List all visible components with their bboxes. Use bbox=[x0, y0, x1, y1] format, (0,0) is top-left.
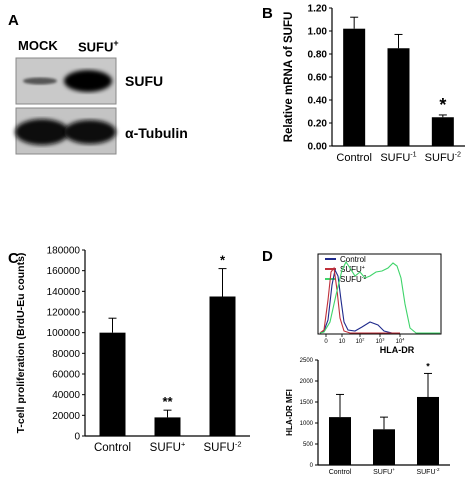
x-tick-label: Control bbox=[329, 469, 352, 476]
x-tick-label: SUFU-2 bbox=[416, 467, 440, 476]
y-tick-label: 1.20 bbox=[308, 4, 328, 15]
x-tick-label: SUFU-2 bbox=[425, 151, 461, 164]
x-tick-label: 102 bbox=[356, 337, 365, 345]
y-tick-label: 0.20 bbox=[308, 119, 328, 130]
x-tick-label: 104 bbox=[396, 337, 406, 345]
y-tick-label: 60000 bbox=[52, 370, 80, 381]
legend-label: SUFU-2 bbox=[340, 275, 367, 284]
bar bbox=[417, 396, 439, 465]
blot-band-sufu-label: SUFU bbox=[125, 73, 164, 89]
bar bbox=[99, 332, 126, 436]
blot-lane-sufu-text: SUFU bbox=[78, 39, 114, 55]
y-tick-label: 2500 bbox=[300, 358, 314, 364]
significance-label: * bbox=[426, 361, 430, 371]
y-tick-label: 120000 bbox=[47, 308, 81, 319]
y-tick-label: 160000 bbox=[47, 266, 81, 277]
x-tick-label: 103 bbox=[376, 337, 385, 345]
significance-label: * bbox=[439, 95, 446, 115]
significance-label: ** bbox=[162, 394, 173, 409]
x-tick-label: SUFU+ bbox=[150, 439, 186, 454]
blot-band-sufu-tubulin bbox=[64, 120, 116, 144]
bar bbox=[431, 117, 454, 146]
y-tick-label: 180000 bbox=[47, 246, 81, 257]
blot-band-mock-sufu bbox=[23, 77, 57, 85]
x-tick-label: SUFU-1 bbox=[380, 151, 416, 164]
bar bbox=[329, 417, 351, 465]
bar bbox=[387, 48, 410, 146]
panel-letter-a: A bbox=[8, 12, 19, 29]
x-axis-label: HLA-DR bbox=[380, 345, 415, 355]
x-tick-label: 10 bbox=[339, 339, 346, 345]
significance-label: * bbox=[220, 253, 226, 268]
y-tick-label: 1500 bbox=[300, 400, 314, 406]
y-tick-label: 140000 bbox=[47, 287, 81, 298]
chart-d-hla-dr-mfi: 0 500 1000 1500 2000 2500 HLA-DR MFI Control SUF… bbox=[285, 358, 450, 476]
blot-lane-sufu: SUFU+ bbox=[78, 38, 119, 54]
y-tick-label: 0 bbox=[74, 432, 80, 443]
chart-b-relative-mrna: 0.00 0.20 0.40 0.60 0.80 1.00 1.20 Relative mRN… bbox=[283, 4, 465, 164]
y-tick-label: 100000 bbox=[47, 328, 81, 339]
panel-letter-c: C bbox=[8, 250, 19, 267]
y-tick-label: 0.40 bbox=[308, 96, 328, 107]
blot-band-tubulin-label: α-Tubulin bbox=[125, 125, 188, 141]
bar bbox=[373, 429, 395, 465]
chart-c-t-cell-proliferation: 0 20000 40000 60000 80000 100000 120000 140000 1… bbox=[15, 246, 250, 454]
x-tick-label: 0 bbox=[324, 339, 328, 345]
y-tick-label: 20000 bbox=[52, 411, 80, 422]
y-tick-label: 0 bbox=[310, 463, 314, 469]
y-axis-label: Relative mRNA of SUFU bbox=[283, 12, 295, 143]
y-tick-label: 2000 bbox=[300, 379, 314, 385]
x-tick-label: Control bbox=[336, 152, 371, 164]
histogram-curve bbox=[319, 268, 400, 334]
y-tick-label: 1000 bbox=[300, 421, 314, 427]
y-tick-label: 40000 bbox=[52, 390, 80, 401]
x-tick-label: SUFU-2 bbox=[204, 439, 242, 454]
histogram-curve bbox=[319, 266, 400, 334]
y-tick-label: 1.00 bbox=[308, 27, 328, 38]
y-tick-label: 0.60 bbox=[308, 73, 328, 84]
panel-letter-d: D bbox=[262, 248, 273, 265]
y-axis-label: HLA-DR MFI bbox=[285, 389, 294, 436]
western-blot bbox=[15, 57, 117, 155]
y-tick-label: 0.00 bbox=[308, 142, 328, 153]
histogram-curve bbox=[319, 260, 440, 334]
blot-lane-mock: MOCK bbox=[18, 38, 58, 53]
bar bbox=[343, 28, 366, 147]
panel-letter-b: B bbox=[262, 5, 273, 22]
y-tick-label: 80000 bbox=[52, 349, 80, 360]
legend-label: Control bbox=[340, 255, 366, 264]
blot-lane-sufu-sup: + bbox=[113, 38, 119, 48]
y-tick-label: 0.80 bbox=[308, 50, 328, 61]
x-tick-label: SUFU+ bbox=[373, 467, 395, 476]
blot-band-mock-tubulin bbox=[15, 119, 69, 145]
histogram-frame bbox=[317, 253, 442, 335]
bar bbox=[209, 296, 236, 436]
y-tick-label: 500 bbox=[303, 442, 314, 448]
bar bbox=[154, 417, 181, 436]
y-axis-label: T-cell proliferation (BrdU-Eu counts) bbox=[15, 253, 27, 434]
blot-band-sufu-overexpressed bbox=[64, 70, 112, 92]
x-tick-label: Control bbox=[94, 442, 131, 454]
